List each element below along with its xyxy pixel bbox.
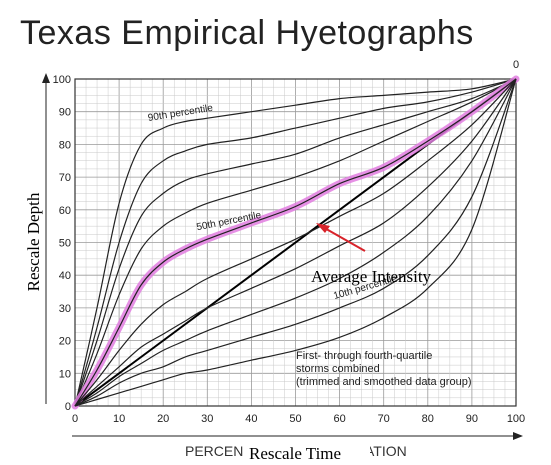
percentile-curve-1 bbox=[74, 78, 517, 407]
x-tick-label: 0 bbox=[72, 413, 78, 425]
x-axis-label: Rescale Time bbox=[249, 444, 341, 463]
x-tick-labels: 0 10 20 30 40 50 60 70 80 90 100 bbox=[72, 413, 525, 425]
x-tick-label: 10 bbox=[113, 413, 125, 425]
note-line-1: First- through fourth-quartile bbox=[296, 350, 432, 362]
slide-title: Texas Empirical Hyetographs bbox=[20, 14, 474, 52]
x-tick-label: 20 bbox=[157, 413, 169, 425]
percentile-curves bbox=[71, 75, 520, 410]
percentile-curve-6 bbox=[74, 78, 517, 407]
percentile-curve-7 bbox=[74, 78, 517, 407]
percentile-curve-8 bbox=[74, 78, 517, 407]
y-axis-label: Rescale Depth bbox=[24, 192, 43, 291]
percentile-curve-5 bbox=[74, 78, 517, 407]
plot-frame bbox=[74, 78, 517, 407]
x-tick-label: 40 bbox=[245, 413, 257, 425]
y-tick-label: 100 bbox=[53, 74, 71, 86]
y-tick-label: 50 bbox=[59, 238, 71, 250]
x-tick-label: 70 bbox=[378, 413, 390, 425]
average-intensity-arrowhead bbox=[316, 223, 330, 233]
x-tick-label: 50 bbox=[289, 413, 301, 425]
average-intensity-arrow bbox=[320, 225, 366, 252]
average-intensity-annotation: Average Intensity bbox=[311, 223, 432, 286]
y-tick-labels: 0 10 20 30 40 50 60 70 80 90 100 bbox=[53, 74, 71, 413]
percentile-curve-9 bbox=[74, 78, 517, 407]
y-axis-arrow bbox=[42, 73, 50, 404]
percentile-curve-10 bbox=[74, 78, 517, 407]
grid bbox=[74, 78, 517, 407]
y-tick-label: 30 bbox=[59, 303, 71, 315]
y-tick-label: 40 bbox=[59, 270, 71, 282]
x-tick-label: 30 bbox=[201, 413, 213, 425]
top-corner-label: 0 bbox=[513, 59, 519, 71]
quartile-note: First- through fourth-quartile storms co… bbox=[296, 350, 471, 388]
x-axis-printed-label-right: ATION bbox=[365, 443, 407, 459]
y-tick-label: 0 bbox=[65, 401, 71, 413]
x-axis-arrow bbox=[72, 432, 523, 440]
y-tick-label: 90 bbox=[59, 107, 71, 119]
x-axis-label-backdrop bbox=[246, 442, 370, 464]
series-label: 90th percentile bbox=[147, 103, 214, 124]
percentile-curve-2 bbox=[74, 78, 517, 407]
y-tick-label: 10 bbox=[59, 368, 71, 380]
percentile-curve-3 bbox=[74, 78, 517, 407]
x-tick-label: 60 bbox=[333, 413, 345, 425]
average-intensity-label: Average Intensity bbox=[311, 267, 432, 286]
percentile-curve-4 bbox=[74, 78, 517, 407]
x-tick-label: 100 bbox=[507, 413, 525, 425]
y-tick-label: 60 bbox=[59, 205, 71, 217]
x-axis-printed-label-left: PERCEN bbox=[185, 443, 243, 459]
y-tick-label: 70 bbox=[59, 172, 71, 184]
y-tick-label: 20 bbox=[59, 336, 71, 348]
note-line-3: (trimmed and smoothed data group) bbox=[296, 376, 471, 388]
x-tick-label: 80 bbox=[422, 413, 434, 425]
x-tick-label: 90 bbox=[466, 413, 478, 425]
note-line-2: storms combined bbox=[296, 363, 380, 375]
y-tick-label: 80 bbox=[59, 139, 71, 151]
